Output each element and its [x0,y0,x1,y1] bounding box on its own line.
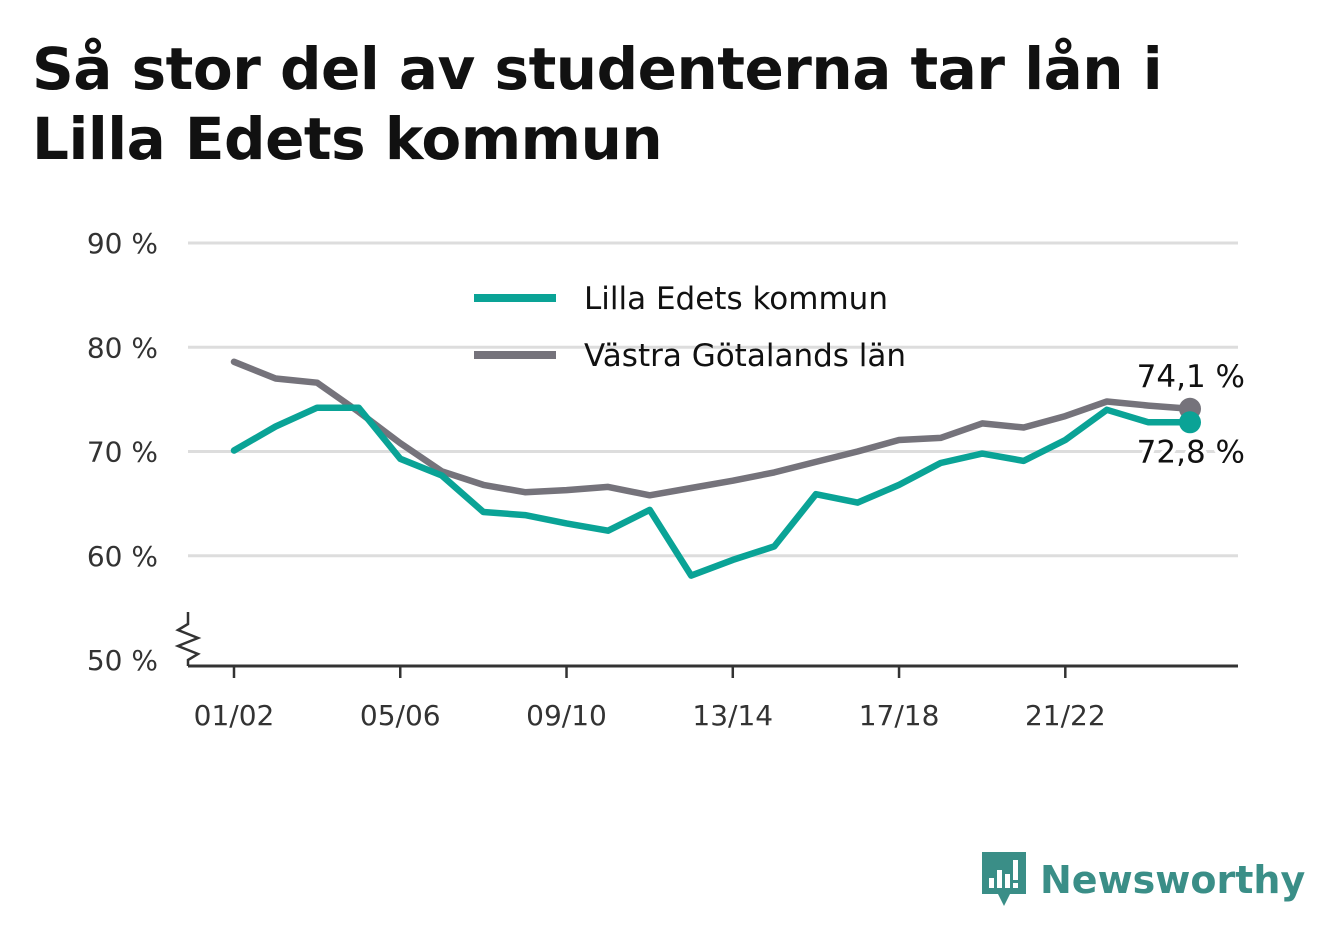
series-lines [230,358,1201,579]
x-tick-label: 09/10 [526,699,607,732]
y-tick-label: 50 % [87,644,158,677]
series-line [230,358,1194,499]
gridlines [188,241,1238,558]
end-labels: 74,1 %74,1 %72,8 %72,8 % [1133,355,1249,475]
series-line [230,404,1194,579]
legend-label: Lilla Edets kommun [584,281,888,317]
x-axis [174,612,1238,668]
end-label: 74,1 % [1137,359,1245,395]
end-label-halo: 72,8 % [1137,434,1245,470]
axis-break-icon [174,612,202,666]
x-axis-ticks: 01/02 05/06 09/10 13/14 17/18 21/22 [194,666,1106,732]
brand-logo: Newsworthy [980,850,1305,910]
series-end-point [1179,411,1201,434]
y-tick-label: 60 % [87,540,158,573]
y-axis-ticks: 90 % 80 % 70 % 60 % 50 % [87,227,158,677]
chart-title: Så stor del av studenterna tar lån i Lil… [32,35,1163,173]
newsworthy-logo-icon [982,852,1026,906]
brand-name: Newsworthy [1040,858,1306,902]
x-tick-label: 21/22 [1025,699,1106,732]
x-tick-label: 17/18 [859,699,940,732]
x-tick-label: 01/02 [194,699,275,732]
legend-label: Västra Götalands län [584,338,906,374]
y-tick-label: 90 % [87,227,158,260]
y-tick-label: 80 % [87,331,158,364]
legend: Lilla Edets kommun Västra Götalands län [474,281,906,374]
x-tick-label: 13/14 [692,699,773,732]
y-tick-label: 70 % [87,436,158,469]
end-label-halo: 74,1 % [1137,359,1245,395]
end-label: 72,8 % [1137,434,1245,470]
x-tick-label: 05/06 [360,699,441,732]
